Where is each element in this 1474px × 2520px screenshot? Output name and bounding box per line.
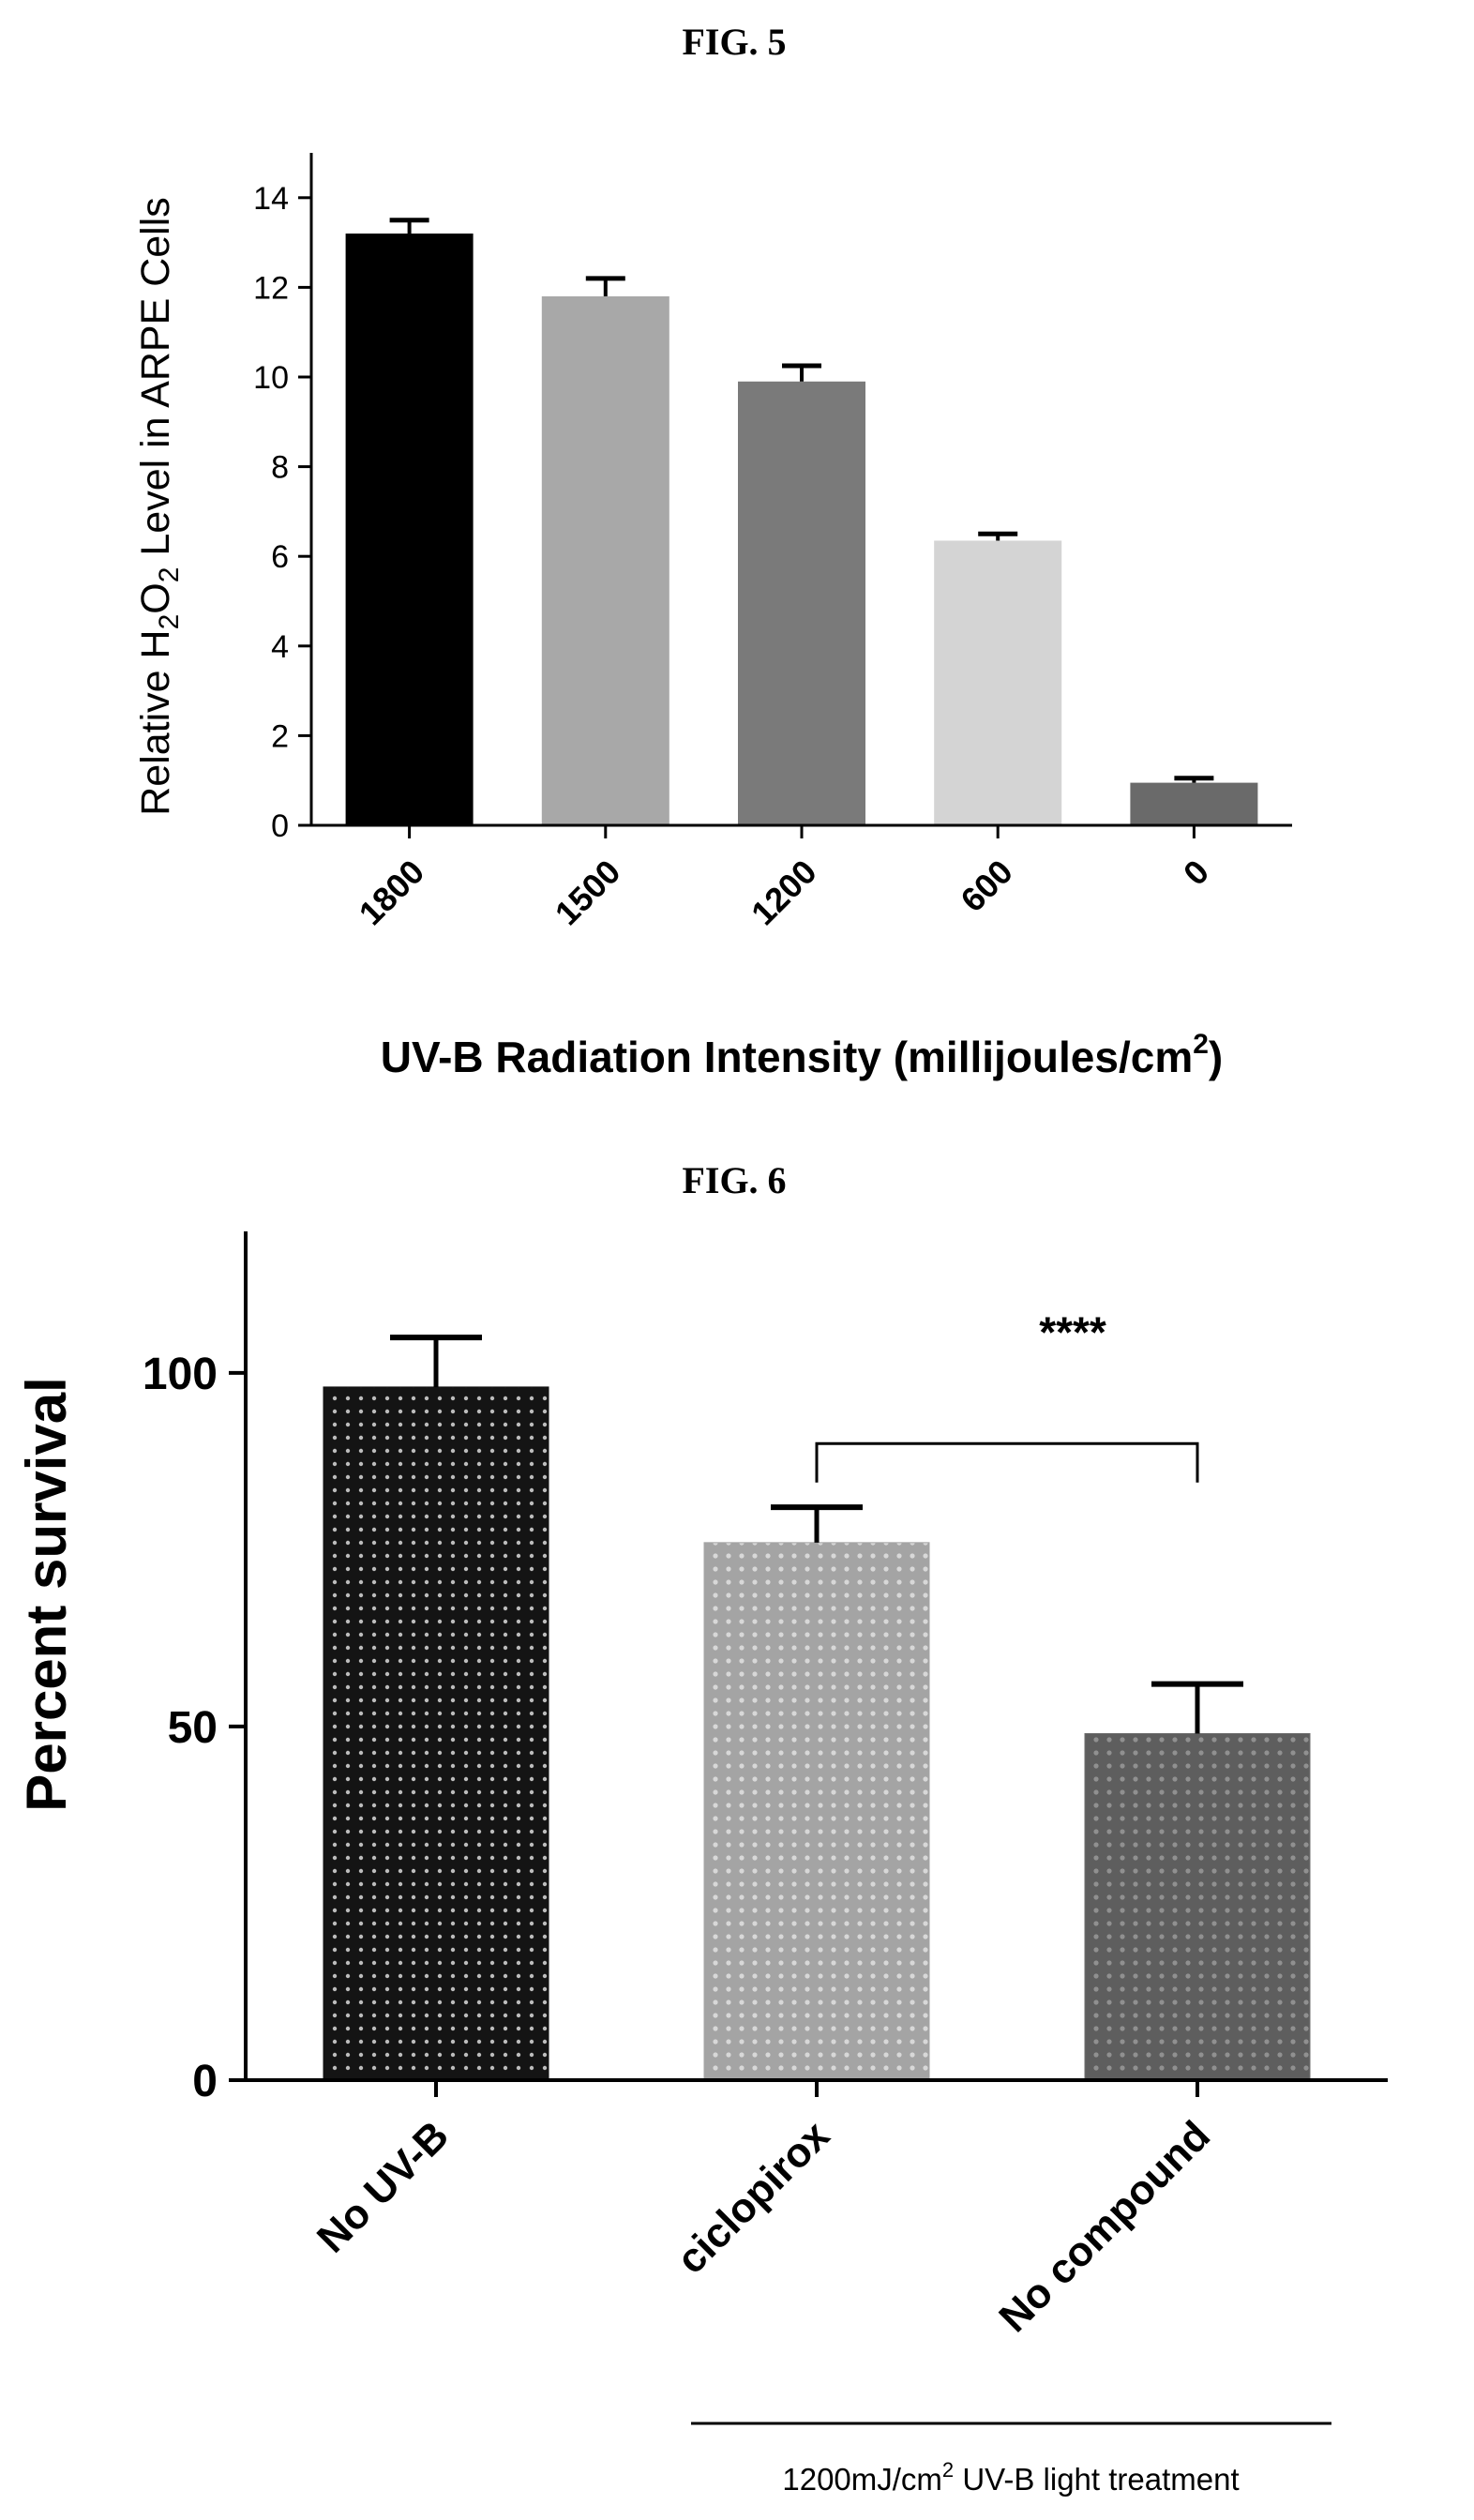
fig6-x-tick-label: ciclopirox — [668, 2112, 838, 2283]
fig5-y-tick-label: 14 — [253, 181, 289, 217]
fig5-y-tick-label: 6 — [271, 539, 289, 575]
fig6-bar-no-uv-b — [323, 1386, 549, 2081]
fig5-x-axis-label: UV-B Radiation Intensity (millijoules/cm… — [381, 1029, 1224, 1081]
fig5-ylabel-mid: O — [133, 582, 178, 613]
fig6-y-tick-label: 100 — [143, 1350, 218, 1399]
fig5-bar-600 — [934, 540, 1062, 825]
fig5-bar-1500 — [541, 295, 669, 826]
fig6-title: FIG. 6 — [682, 1159, 786, 1201]
fig5-ylabel-sub1: 2 — [154, 614, 185, 630]
fig6-significance-stars: **** — [1039, 1308, 1106, 1357]
fig6-significance-bracket — [815, 1441, 1199, 1483]
fig6-significance: **** — [815, 1308, 1199, 1483]
fig6-x-tick-label: No UV-B — [308, 2112, 458, 2261]
fig5-y-tick-label: 12 — [253, 270, 289, 306]
fig5-bars — [345, 218, 1258, 826]
fig5-x-tick-label: 1800 — [352, 853, 432, 933]
fig5-x-tick-label: 0 — [1176, 853, 1216, 893]
fig6-y-tick-label: 0 — [192, 2057, 218, 2106]
fig6-note-pre: 1200mJ/cm — [782, 2462, 942, 2497]
fig5-bar-0 — [1130, 782, 1258, 825]
fig5-ylabel-post: Level in ARPE Cells — [133, 197, 178, 566]
fig5-ylabel-sub2: 2 — [154, 567, 185, 583]
fig5-xlabel: UV-B Radiation Intensity (millijoules/cm — [381, 1033, 1193, 1081]
fig6-y-tick-label: 50 — [168, 1703, 218, 1753]
fig5: FIG. 5 1800 1500 1200 600 0 0 2 4 6 8 10 12 14 Relat… — [133, 21, 1292, 1081]
fig5-x-tick-label: 1200 — [744, 853, 824, 933]
fig5-y-tick-label: 0 — [271, 808, 289, 844]
fig5-xlabel-end: ) — [1209, 1033, 1223, 1081]
fig5-y-tick-label: 4 — [271, 629, 289, 665]
fig5-y-tick-label: 10 — [253, 360, 289, 396]
fig6-note-sup: 2 — [942, 2458, 954, 2482]
fig5-ylabel-pre: Relative H — [133, 629, 178, 815]
fig6-bar-no-compound — [1084, 1732, 1311, 2081]
fig5-bar-1200 — [738, 381, 865, 825]
fig6-y-axis-label: Percent survival — [15, 1377, 78, 1812]
fig5-title: FIG. 5 — [682, 21, 786, 63]
fig5-bar-1800 — [345, 234, 474, 826]
fig5-y-tick-label: 8 — [271, 450, 289, 486]
fig5-x-tick-label: 600 — [953, 853, 1019, 919]
fig5-xlabel-sup: 2 — [1193, 1029, 1209, 1060]
fig6-bars — [323, 1335, 1311, 2081]
fig5-y-axis-label: Relative H2O2 Level in ARPE Cells — [133, 197, 185, 816]
fig6-bar-ciclopirox — [703, 1542, 930, 2081]
fig6-note-post: UV-B light treatment — [954, 2462, 1239, 2497]
fig6: FIG. 6 No UV-B ciclopirox No compound 0 50 10… — [15, 1159, 1388, 2497]
fig5-y-tick-label: 2 — [271, 718, 289, 754]
fig5-x-tick-label: 1500 — [548, 853, 628, 933]
fig6-group-note: 1200mJ/cm2 UV-B light treatment — [782, 2458, 1239, 2497]
fig6-x-tick-label: No compound — [990, 2112, 1219, 2341]
